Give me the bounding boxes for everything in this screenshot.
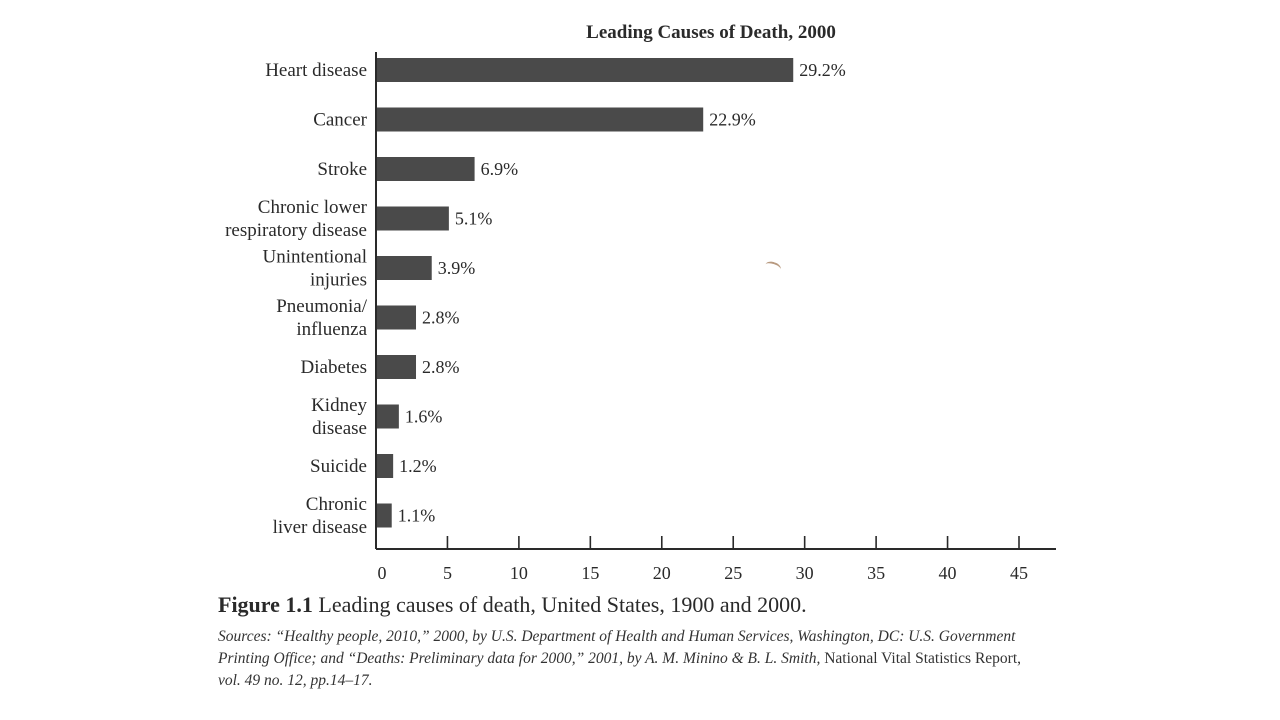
category-label: Chronic lower xyxy=(258,197,368,218)
category-label: injuries xyxy=(310,270,367,291)
sources-note: Sources: “Healthy people, 2010,” 2000, b… xyxy=(218,626,1028,692)
bar-value-label: 1.2% xyxy=(399,456,437,476)
bar-value-label: 6.9% xyxy=(481,159,519,179)
bar xyxy=(376,107,704,132)
figure-label: Figure 1.1 xyxy=(218,592,313,617)
bar-chart: Leading Causes of Death, 2000 29.2% Heart… xyxy=(225,22,1056,583)
category-label: Heart disease xyxy=(265,60,367,81)
bar xyxy=(376,503,392,528)
bar xyxy=(376,58,794,82)
bar-value-label: 3.9% xyxy=(438,258,476,278)
chart-title: Leading Causes of Death, 2000 xyxy=(586,22,836,43)
bar-value-label: 2.8% xyxy=(422,308,460,328)
category-label: liver disease xyxy=(273,517,367,538)
x-tick-label: 15 xyxy=(581,563,599,583)
category-label: Pneumonia/ xyxy=(276,296,367,317)
bar xyxy=(376,256,432,280)
bar xyxy=(376,454,394,478)
x-tick-label: 40 xyxy=(939,563,957,583)
category-label: Stroke xyxy=(317,159,367,180)
sources-italic: Sources: “Healthy people, 2010,” 2000, b… xyxy=(218,628,1016,667)
category-label: respiratory disease xyxy=(225,220,367,241)
bar xyxy=(376,157,475,181)
category-label: Kidney xyxy=(311,395,367,416)
x-tick-label: 0 xyxy=(378,563,387,583)
category-label: Chronic xyxy=(306,494,367,515)
bar xyxy=(376,206,449,231)
figure-caption-text: Leading causes of death, United States, … xyxy=(312,592,807,617)
category-label: Suicide xyxy=(310,456,367,477)
sources-normal: National Vital Statistics Report, xyxy=(820,650,1022,667)
x-tick-label: 30 xyxy=(796,563,814,583)
category-label: Cancer xyxy=(313,110,367,131)
bar xyxy=(376,305,417,330)
x-tick-label: 25 xyxy=(724,563,742,583)
bar-value-label: 1.6% xyxy=(405,407,443,427)
x-tick-label: 35 xyxy=(867,563,885,583)
bar-value-label: 1.1% xyxy=(398,506,436,526)
bar-value-label: 2.8% xyxy=(422,357,460,377)
x-tick-label: 20 xyxy=(653,563,671,583)
category-label: Unintentional xyxy=(263,247,367,268)
bar-value-label: 29.2% xyxy=(799,60,846,80)
category-label: Diabetes xyxy=(301,357,367,378)
x-tick-label: 5 xyxy=(443,563,452,583)
x-tick-label: 10 xyxy=(510,563,528,583)
bar-value-label: 5.1% xyxy=(455,209,493,229)
category-label: disease xyxy=(312,418,367,439)
bar xyxy=(376,355,417,379)
category-label: influenza xyxy=(296,319,367,340)
bar xyxy=(376,404,399,429)
bar-value-label: 22.9% xyxy=(709,110,756,130)
figure-caption: Figure 1.1 Leading causes of death, Unit… xyxy=(218,592,807,618)
x-tick-label: 45 xyxy=(1010,563,1028,583)
sources-italic-2: vol. 49 no. 12, pp.14–17. xyxy=(218,672,373,689)
